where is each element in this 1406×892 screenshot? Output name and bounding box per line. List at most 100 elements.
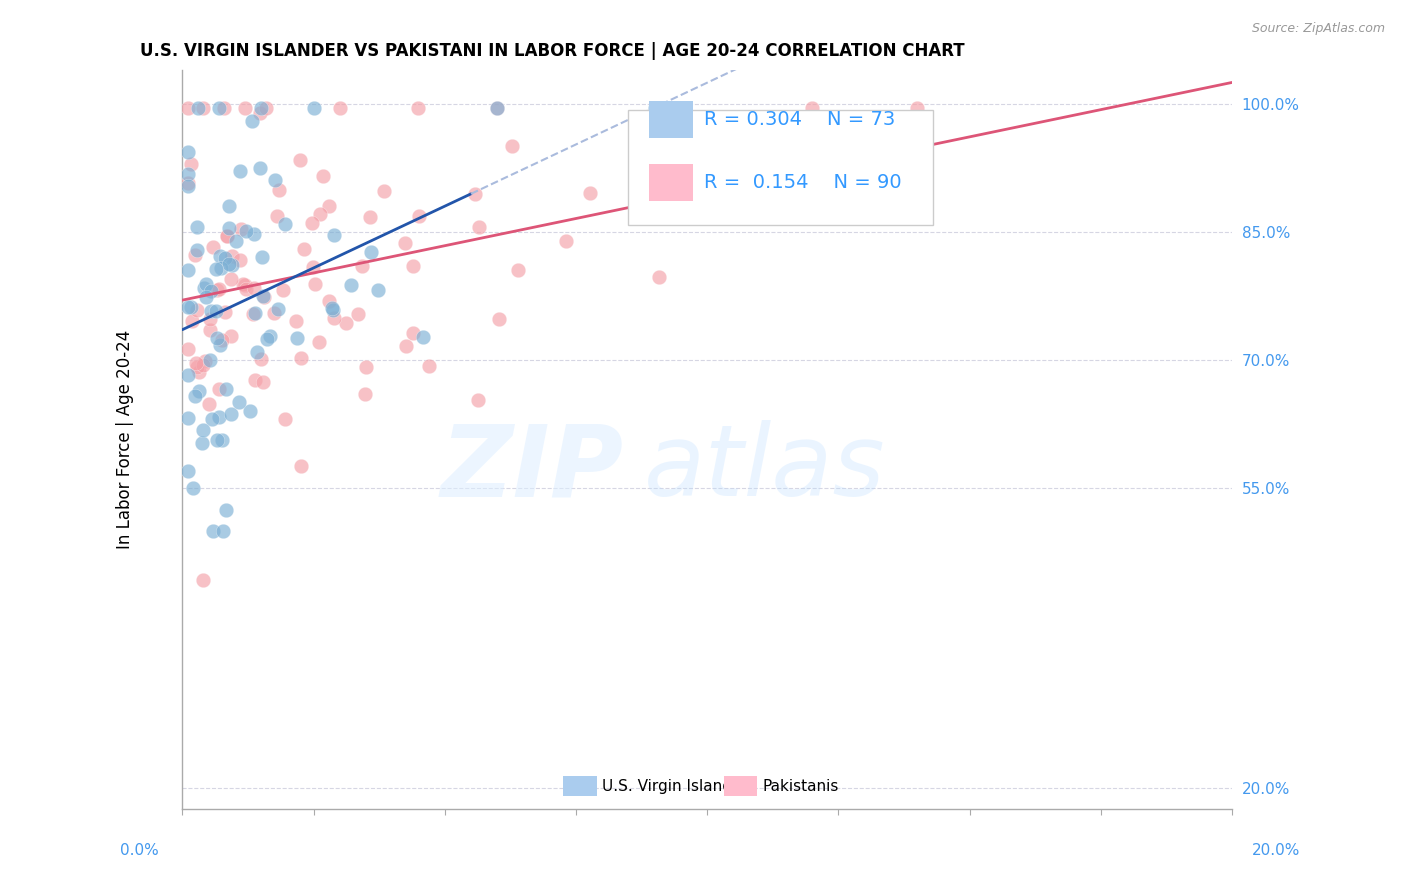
Point [177, 300, 200, 314]
Text: U.S. VIRGIN ISLANDER VS PAKISTANI IN LABOR FORCE | AGE 20-24 CORRELATION CHART: U.S. VIRGIN ISLANDER VS PAKISTANI IN LAB… [141, 42, 965, 60]
Point [180, 157, 202, 171]
Point [301, 216, 323, 230]
Point [274, 412, 297, 426]
Point [218, 221, 240, 235]
Point [198, 353, 221, 368]
Point [579, 186, 602, 200]
Point [318, 199, 340, 213]
Point [229, 163, 252, 178]
Point [191, 358, 214, 372]
Point [184, 389, 207, 403]
Point [905, 101, 928, 115]
Text: atlas: atlas [644, 420, 886, 517]
Point [253, 290, 276, 304]
Point [240, 113, 263, 128]
Point [395, 339, 418, 353]
FancyBboxPatch shape [724, 776, 758, 796]
Point [176, 368, 198, 383]
Point [412, 329, 434, 343]
Point [249, 105, 271, 120]
Point [350, 259, 373, 273]
Point [246, 344, 269, 359]
Point [209, 260, 232, 275]
Point [354, 387, 377, 401]
Point [205, 283, 228, 297]
Point [373, 184, 395, 198]
Point [235, 282, 257, 296]
Point [191, 423, 214, 437]
Point [205, 304, 228, 318]
Point [467, 393, 489, 408]
Point [225, 234, 247, 248]
Point [219, 272, 242, 286]
Point [259, 329, 281, 343]
Point [329, 101, 352, 115]
Point [201, 411, 224, 425]
Point [201, 524, 224, 539]
Point [176, 167, 198, 181]
Point [211, 333, 233, 347]
Point [197, 397, 219, 411]
FancyBboxPatch shape [628, 111, 932, 225]
Point [335, 316, 357, 330]
Point [214, 305, 236, 319]
Point [243, 306, 266, 320]
Point [266, 210, 288, 224]
Point [186, 243, 208, 257]
Point [263, 306, 285, 320]
Point [644, 101, 666, 115]
Point [250, 101, 273, 115]
Point [176, 411, 198, 425]
Point [250, 352, 273, 367]
Point [180, 301, 202, 315]
Point [219, 407, 242, 421]
Point [193, 280, 215, 294]
Point [308, 335, 330, 350]
Point [267, 183, 290, 197]
Point [176, 101, 198, 115]
Point [418, 359, 440, 374]
Point [215, 229, 238, 244]
Point [207, 433, 229, 447]
FancyBboxPatch shape [650, 164, 693, 201]
Point [187, 101, 209, 115]
Point [233, 278, 256, 293]
Point [408, 101, 430, 115]
Point [252, 289, 274, 303]
Point [198, 311, 221, 326]
Point [301, 260, 323, 274]
Point [486, 101, 509, 115]
Text: 0.0%: 0.0% [120, 843, 159, 858]
Point [340, 278, 363, 293]
Point [292, 242, 315, 256]
Point [356, 360, 378, 375]
Point [555, 234, 578, 248]
Text: U.S. Virgin Islanders: U.S. Virgin Islanders [602, 779, 756, 794]
Point [408, 210, 430, 224]
Point [252, 251, 274, 265]
Point [212, 524, 235, 539]
Point [801, 101, 824, 115]
Point [176, 179, 198, 194]
Point [193, 573, 215, 587]
Point [176, 342, 198, 356]
FancyBboxPatch shape [564, 776, 598, 796]
Point [464, 186, 486, 201]
Point [647, 269, 669, 284]
Point [188, 365, 211, 379]
Point [359, 210, 381, 224]
Point [187, 384, 209, 398]
Point [219, 329, 242, 343]
Point [758, 167, 780, 181]
Point [194, 290, 217, 304]
Text: 20.0%: 20.0% [1253, 843, 1301, 858]
Point [176, 176, 198, 190]
Point [254, 101, 277, 115]
Point [252, 375, 274, 389]
Text: R = 0.304    N = 73: R = 0.304 N = 73 [704, 110, 896, 128]
Point [242, 307, 264, 321]
Point [232, 277, 254, 292]
Point [181, 314, 204, 328]
Point [217, 229, 239, 244]
Point [322, 302, 344, 317]
